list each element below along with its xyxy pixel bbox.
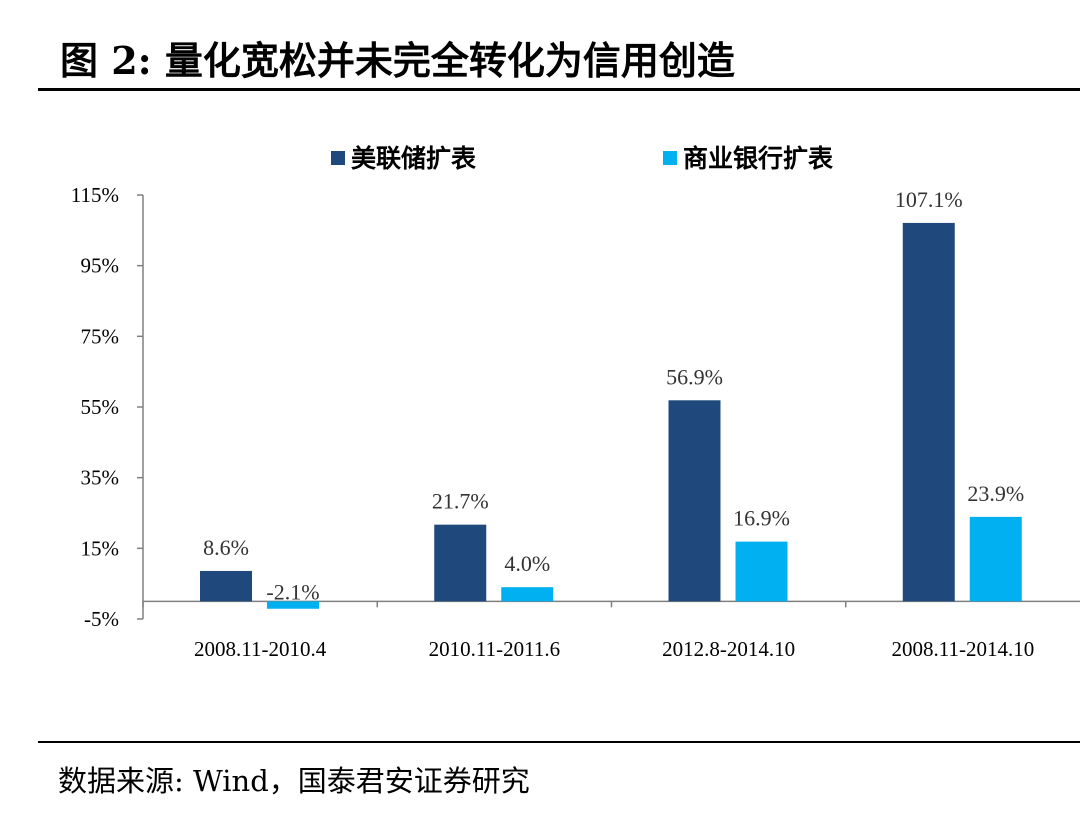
y-tick-label: 55%	[81, 395, 120, 419]
legend-swatch	[663, 151, 677, 165]
figure-title: 图 2: 量化宽松并未完全转化为信用创造	[60, 38, 735, 83]
legend: 美联储扩表 商业银行扩表	[331, 144, 834, 173]
y-tick-label: 115%	[71, 183, 119, 207]
top-rule	[38, 88, 1080, 91]
bar	[434, 524, 487, 602]
legend-label: 商业银行扩表	[683, 144, 834, 173]
data-label: 16.9%	[733, 506, 790, 531]
data-label: 21.7%	[432, 489, 489, 514]
bar	[501, 587, 554, 602]
bar	[267, 601, 319, 609]
data-label: 107.1%	[895, 187, 963, 212]
legend-swatch	[331, 151, 345, 165]
data-labels: 8.6% 21.7% 56.9% 107.1% -2.1% 4.0% 16.9% 23.9%	[203, 187, 1024, 604]
x-category-label: 2008.11-2010.4	[194, 637, 327, 661]
bar-chart: 美联储扩表 商业银行扩表 115% 95% 75% 55% 35% 15% -5% 2008.1…	[71, 144, 1080, 661]
axes: 115% 95% 75% 55% 35% 15% -5% 2008.11-2010.4 2010…	[71, 183, 1080, 661]
x-category-label: 2008.11-2014.10	[892, 637, 1035, 661]
bar	[902, 222, 955, 602]
data-label: 8.6%	[203, 535, 249, 560]
bar	[200, 570, 252, 602]
legend-label: 美联储扩表	[351, 144, 477, 173]
y-tick-label: 15%	[81, 536, 120, 560]
bar	[668, 400, 721, 602]
y-tick-label: 95%	[81, 254, 120, 278]
data-label: 4.0%	[504, 551, 550, 576]
y-tick-label: -5%	[84, 607, 119, 631]
data-label: -2.1%	[266, 579, 319, 604]
source-note: 数据来源: Wind，国泰君安证券研究	[58, 764, 530, 798]
bottom-rule	[38, 741, 1080, 743]
x-category-label: 2010.11-2011.6	[429, 637, 560, 661]
bars	[200, 222, 1022, 609]
bar	[735, 541, 788, 602]
y-tick-label: 35%	[81, 466, 120, 490]
data-label: 23.9%	[967, 481, 1024, 506]
data-label: 56.9%	[666, 364, 723, 389]
bar	[969, 516, 1022, 602]
y-tick-label: 75%	[81, 324, 120, 348]
x-category-label: 2012.8-2014.10	[662, 637, 795, 661]
